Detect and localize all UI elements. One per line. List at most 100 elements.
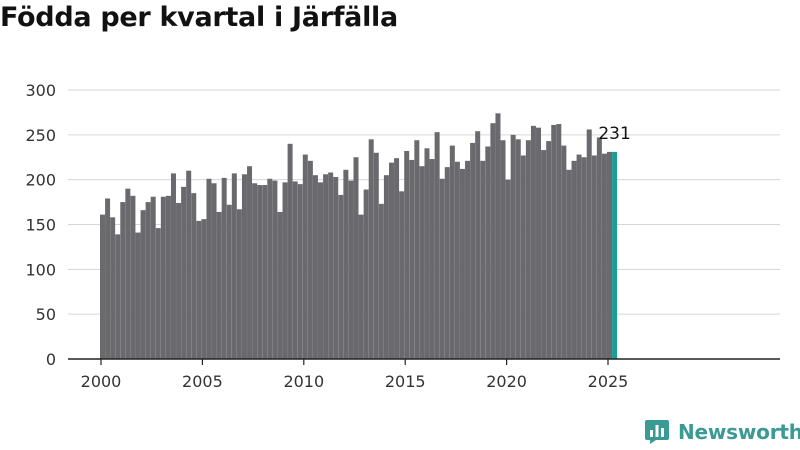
bar <box>551 124 557 359</box>
x-axis: 2000 2005 2010 2015 2020 2025 <box>68 358 780 391</box>
bar <box>170 173 176 359</box>
bar <box>525 140 531 359</box>
y-tick-label: 150 <box>25 216 56 235</box>
bar <box>292 181 298 359</box>
bar <box>601 153 607 359</box>
bar <box>338 194 344 359</box>
bar <box>500 140 506 359</box>
data-labels: 231 <box>598 124 630 144</box>
bar <box>485 146 491 359</box>
y-tick-label: 0 <box>46 350 56 369</box>
x-tick-label: 2025 <box>588 372 629 391</box>
bar <box>176 202 182 359</box>
y-tick-label: 100 <box>25 260 56 279</box>
bar <box>399 191 405 359</box>
bar <box>515 139 521 359</box>
bar <box>236 209 242 359</box>
bar <box>596 137 602 359</box>
bar <box>272 180 278 359</box>
y-tick-label: 50 <box>36 305 56 324</box>
bar <box>343 169 349 359</box>
bar <box>282 182 288 359</box>
bar <box>530 125 536 359</box>
bar <box>470 142 476 359</box>
bar <box>607 151 612 359</box>
bar <box>424 148 430 359</box>
bar <box>388 162 394 359</box>
bar <box>566 169 572 359</box>
bar <box>252 183 258 359</box>
bar <box>155 228 161 359</box>
bar <box>520 155 526 359</box>
bar <box>221 177 227 359</box>
bar <box>495 113 501 360</box>
bar <box>368 139 374 359</box>
bar <box>348 180 354 359</box>
bar <box>444 167 450 359</box>
bar <box>226 204 232 359</box>
bar <box>181 186 187 359</box>
bar <box>546 141 552 359</box>
bar <box>459 168 465 359</box>
bar <box>257 185 263 359</box>
bar <box>318 182 324 359</box>
bar <box>201 219 207 359</box>
bar <box>378 203 384 359</box>
bar <box>394 158 400 359</box>
bar <box>302 154 308 359</box>
bar <box>419 166 425 359</box>
bar <box>541 150 547 359</box>
bar <box>363 189 369 359</box>
bar <box>277 211 283 359</box>
bar <box>160 196 166 359</box>
bar <box>465 160 471 359</box>
bar <box>105 198 111 359</box>
bar <box>561 145 567 359</box>
bar <box>247 166 253 359</box>
bar <box>287 143 293 359</box>
bar <box>241 174 247 359</box>
bar <box>323 174 329 359</box>
bar <box>586 129 592 359</box>
bar <box>373 152 379 359</box>
bar <box>262 185 268 359</box>
bar <box>267 178 273 359</box>
bar <box>449 145 455 359</box>
last-value-label: 231 <box>598 124 630 144</box>
y-tick-label: 250 <box>25 126 56 145</box>
y-tick-label: 300 <box>25 81 56 100</box>
bar <box>505 179 511 359</box>
bar <box>328 172 334 359</box>
bar <box>480 160 486 359</box>
bar <box>571 160 577 359</box>
x-tick-label: 2005 <box>182 372 223 391</box>
bar <box>165 195 171 359</box>
bar <box>475 131 481 359</box>
bar <box>206 178 212 359</box>
bar <box>556 124 562 359</box>
bar <box>312 175 318 359</box>
bar <box>404 150 410 359</box>
bar <box>100 214 105 359</box>
bar <box>536 127 542 359</box>
bars <box>100 113 618 360</box>
bar <box>307 160 313 359</box>
brand-name: Newsworthy <box>678 420 800 444</box>
bar <box>439 178 445 359</box>
bar <box>576 154 582 359</box>
bar <box>145 202 151 359</box>
bar <box>231 173 237 359</box>
bar <box>353 157 359 359</box>
newsworthy-logo-icon <box>645 420 669 444</box>
bar <box>454 161 460 359</box>
bar <box>414 140 420 359</box>
bar <box>110 217 116 359</box>
x-tick-label: 2015 <box>385 372 426 391</box>
bar <box>211 183 217 359</box>
bar <box>434 132 440 359</box>
bar <box>135 232 141 359</box>
bar <box>150 196 156 359</box>
bar <box>581 157 587 359</box>
bar <box>429 159 435 359</box>
